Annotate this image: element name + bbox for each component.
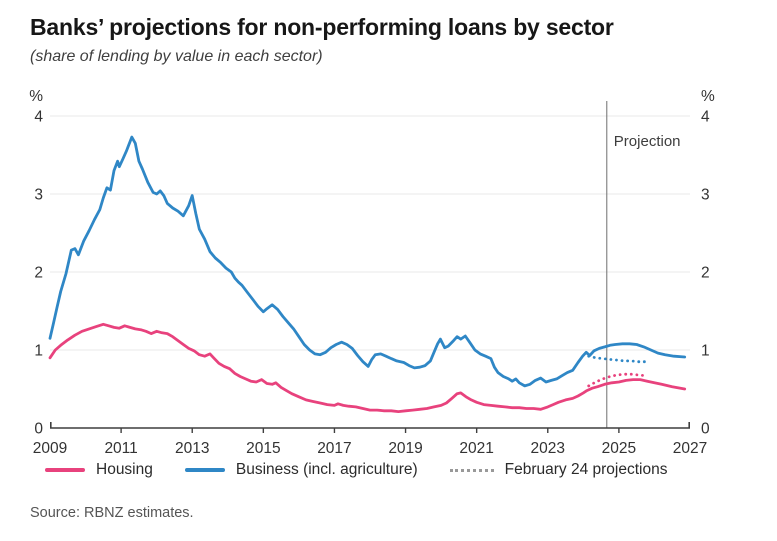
series-housing-february-24-projections- (587, 372, 647, 388)
source-note: Source: RBNZ estimates. (30, 505, 194, 521)
series-housing (48, 322, 687, 413)
y-tick-left-0: 0 (34, 421, 43, 438)
series-business-incl-agriculture- (48, 135, 687, 388)
projection-label: Projection (614, 133, 681, 150)
y-tick-left-2: 2 (34, 265, 43, 282)
x-tick-label-2025: 2025 (602, 440, 636, 457)
legend-label-housing: Housing (96, 461, 153, 478)
y-tick-right-1: 1 (701, 343, 710, 360)
business-line-swatch (184, 468, 225, 472)
y-tick-left-1: 1 (34, 343, 43, 360)
page-title: Banks’ projections for non-performing lo… (30, 14, 614, 40)
y-tick-right-3: 3 (701, 187, 710, 204)
chart-canvas: 0 0 1 1 2 2 3 3 4 4% % Projection 2009 2011 2013 2015 20… (29, 88, 715, 457)
feb24-dotted-swatch (449, 468, 494, 472)
housing-line-swatch (45, 468, 85, 472)
x-tick-label-2009: 2009 (33, 440, 67, 457)
x-tick-label-2021: 2021 (459, 440, 493, 457)
x-tick-label-2019: 2019 (388, 440, 422, 457)
x-tick-label-2027: 2027 (673, 440, 707, 457)
y-axis-unit-right: % (701, 88, 715, 105)
y-tick-right-0: 0 (701, 421, 710, 438)
y-axis-unit-left: % (29, 88, 43, 105)
x-tick-label-2023: 2023 (531, 440, 565, 457)
y-tick-left-3: 3 (34, 187, 43, 204)
chart-subtitle: (share of lending by value in each secto… (30, 48, 323, 65)
legend-item-housing: Housing (45, 461, 153, 479)
y-tick-right-4: 4 (701, 109, 710, 126)
legend-label-business: Business (incl. agriculture) (235, 461, 418, 478)
x-tick-label-2017: 2017 (317, 440, 351, 457)
y-tick-right-2: 2 (701, 265, 710, 282)
x-tick-label-2015: 2015 (246, 440, 280, 457)
legend-label-feb24: February 24 projections (504, 461, 668, 478)
x-tick-label-2011: 2011 (104, 440, 137, 457)
y-tick-left-4: 4 (34, 109, 43, 126)
x-tick-label-2013: 2013 (175, 440, 209, 457)
legend-item-feb24-projections: February 24 projections (449, 461, 668, 479)
legend: Housing Business (incl. agriculture) Feb… (45, 461, 667, 479)
legend-item-business: Business (incl. agriculture) (184, 461, 418, 479)
series-business-february-24-projections- (587, 354, 647, 364)
